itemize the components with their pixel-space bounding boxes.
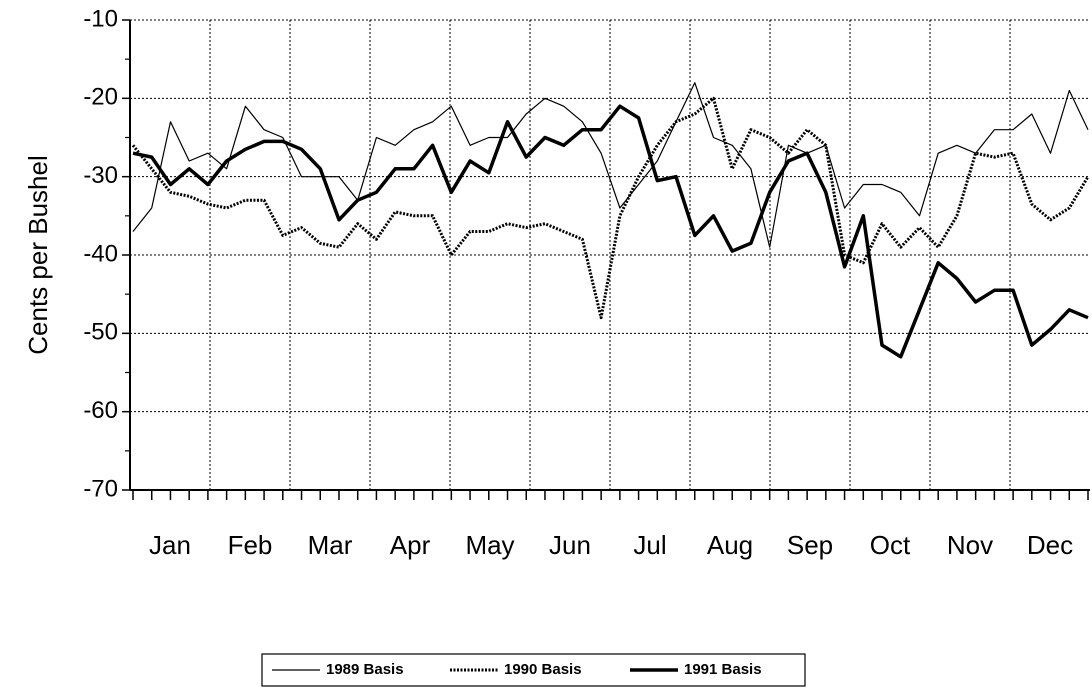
y-axis-label: Cents per Bushel (23, 155, 53, 354)
x-tick-label: Jan (149, 530, 191, 560)
x-tick-label: Feb (228, 530, 273, 560)
series-line (132, 82, 1089, 248)
y-tick-label: -40 (83, 240, 118, 267)
x-tick-label: Mar (308, 530, 353, 560)
x-tick-label: May (465, 530, 514, 560)
x-tick-label: Aug (707, 530, 753, 560)
x-tick-label: Jun (549, 530, 591, 560)
x-tick-label: Sep (787, 530, 833, 560)
legend-label: 1990 Basis (504, 661, 582, 678)
legend-box (261, 653, 806, 687)
series-line (132, 104, 1089, 359)
legend-label: 1989 Basis (326, 661, 404, 678)
x-tick-label: Nov (947, 530, 993, 560)
x-tick-label: Apr (390, 530, 431, 560)
y-tick-label: -20 (83, 84, 118, 111)
y-tick-label: -10 (83, 5, 118, 32)
y-tick-label: -50 (83, 319, 118, 346)
series-line (131, 96, 1090, 320)
y-tick-label: -30 (83, 162, 118, 189)
x-tick-label: Oct (870, 530, 911, 560)
y-tick-label: -60 (83, 397, 118, 424)
x-tick-label: Jul (633, 530, 666, 560)
x-tick-label: Dec (1027, 530, 1073, 560)
y-tick-label: -70 (83, 475, 118, 502)
legend-label: 1991 Basis (684, 661, 762, 678)
